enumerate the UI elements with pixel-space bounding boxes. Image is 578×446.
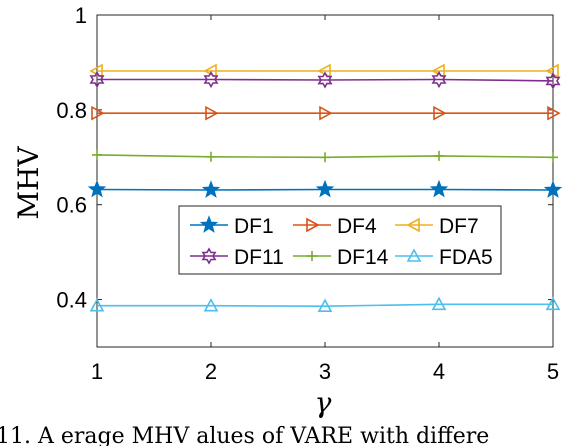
- x-tick-label: 2: [205, 359, 217, 384]
- x-axis-title: γ: [315, 386, 332, 419]
- data-point-df11: [89, 70, 105, 89]
- legend-label-df1: DF1: [234, 215, 274, 238]
- series-df4: [91, 105, 561, 121]
- y-tick-label: 0.8: [56, 98, 87, 123]
- data-point-fda5: [545, 296, 561, 311]
- data-point-df4: [433, 105, 447, 121]
- legend-item-df1: DF1: [190, 215, 274, 238]
- data-point-df11: [317, 71, 333, 89]
- series-line-fda5: [97, 303, 553, 308]
- data-point-df1: [315, 179, 335, 198]
- legend-marker-df7: [406, 217, 420, 233]
- series-df11: [89, 70, 561, 90]
- data-point-df14: [434, 150, 444, 161]
- x-tick-label: 4: [433, 359, 445, 384]
- series-fda5: [89, 296, 561, 313]
- data-point-df11: [431, 70, 447, 89]
- data-point-df1: [201, 180, 221, 198]
- legend: DF1 DF4 DF7 DF11 DF14 FDA5: [178, 205, 502, 275]
- data-point-df4: [547, 105, 561, 121]
- figure-caption: 11. A erage MHV alues of VARE with diffe…: [0, 424, 489, 446]
- data-point-df14: [92, 149, 102, 160]
- data-point-df14: [206, 151, 216, 162]
- legend-item-df11: DF11: [190, 246, 284, 269]
- data-point-fda5: [203, 298, 219, 312]
- data-point-df1: [87, 179, 107, 198]
- data-point-df1: [429, 179, 449, 198]
- legend-marker-df11: [201, 247, 217, 265]
- legend-label-df11: DF11: [234, 246, 284, 269]
- data-point-df11: [545, 72, 561, 90]
- data-point-fda5: [317, 298, 333, 313]
- legend-marker-df14: [307, 251, 317, 261]
- legend-item-fda5: FDA5: [395, 246, 493, 269]
- legend-label-df14: DF14: [337, 246, 389, 269]
- x-tick-label: 1: [91, 359, 103, 384]
- data-point-df4: [91, 105, 105, 121]
- series-df1: [87, 179, 563, 198]
- y-tick-label: 0.6: [56, 193, 87, 218]
- series-line-df11: [97, 78, 554, 82]
- series-df14: [92, 149, 558, 163]
- legend-item-df7: DF7: [395, 215, 479, 238]
- data-point-df4: [319, 105, 333, 121]
- legend-label-df4: DF4: [337, 215, 377, 238]
- y-axis-title: MHV: [12, 146, 45, 220]
- y-tick-label: 1: [75, 3, 87, 28]
- legend-marker-df1: [199, 215, 219, 233]
- axes: 1 2 3 4 5 0.4 0.6 0.8 1: [56, 3, 559, 384]
- y-tick-label: 0.4: [56, 288, 87, 313]
- data-point-df14: [548, 152, 558, 163]
- data-point-df1: [543, 180, 563, 198]
- legend-box: [178, 205, 502, 275]
- data-point-fda5: [431, 296, 447, 311]
- data-point-df14: [320, 152, 330, 163]
- legend-marker-fda5: [406, 248, 422, 262]
- series-layer: [87, 63, 563, 313]
- x-tick-label: 3: [319, 359, 331, 384]
- data-point-df11: [203, 70, 219, 89]
- legend-item-df14: DF14: [293, 246, 389, 269]
- legend-item-df4: DF4: [293, 215, 377, 238]
- legend-marker-df4: [306, 217, 320, 233]
- x-tick-label: 5: [547, 359, 559, 384]
- data-point-df4: [205, 105, 219, 121]
- data-point-fda5: [89, 298, 105, 312]
- legend-label-df7: DF7: [439, 215, 479, 238]
- legend-label-fda5: FDA5: [439, 246, 493, 269]
